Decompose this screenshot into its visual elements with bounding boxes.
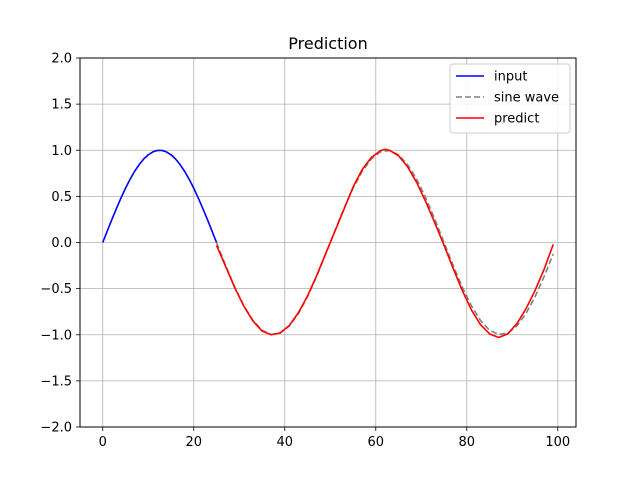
y-tick-label: 1.5 xyxy=(51,98,72,113)
legend-label-predict: predict xyxy=(494,112,539,127)
y-tick-label: 0.0 xyxy=(51,236,72,251)
tick-layer: 0 20 40 60 80 100 −2.0 −1.5 −1.0 −0.5 0.0 0.5 1.0 1.5… xyxy=(40,52,570,451)
x-tick-label: 60 xyxy=(368,435,385,450)
y-tick-label: −1.5 xyxy=(40,374,72,389)
y-tick-label: −0.5 xyxy=(40,282,72,297)
legend-label-input: input xyxy=(494,70,527,85)
y-tick-label: 0.5 xyxy=(51,190,72,205)
series-line-predict xyxy=(215,148,555,339)
legend: input sine wave predict xyxy=(449,63,571,134)
chart-title: Prediction xyxy=(288,34,367,53)
series-line-input xyxy=(102,149,218,243)
legend-box xyxy=(449,63,571,134)
y-tick-label: 2.0 xyxy=(51,52,72,67)
x-tick-label: 100 xyxy=(545,435,570,450)
y-tick-label: −1.0 xyxy=(40,328,72,343)
x-tick-label: 0 xyxy=(99,435,107,450)
series-layer xyxy=(102,148,555,339)
y-tick-label: −2.0 xyxy=(40,421,72,436)
legend-label-sine-wave: sine wave xyxy=(494,91,559,106)
x-tick-label: 20 xyxy=(185,435,202,450)
x-tick-label: 80 xyxy=(459,435,476,450)
y-tick-label: 1.0 xyxy=(51,144,72,159)
x-tick-label: 40 xyxy=(276,435,293,450)
